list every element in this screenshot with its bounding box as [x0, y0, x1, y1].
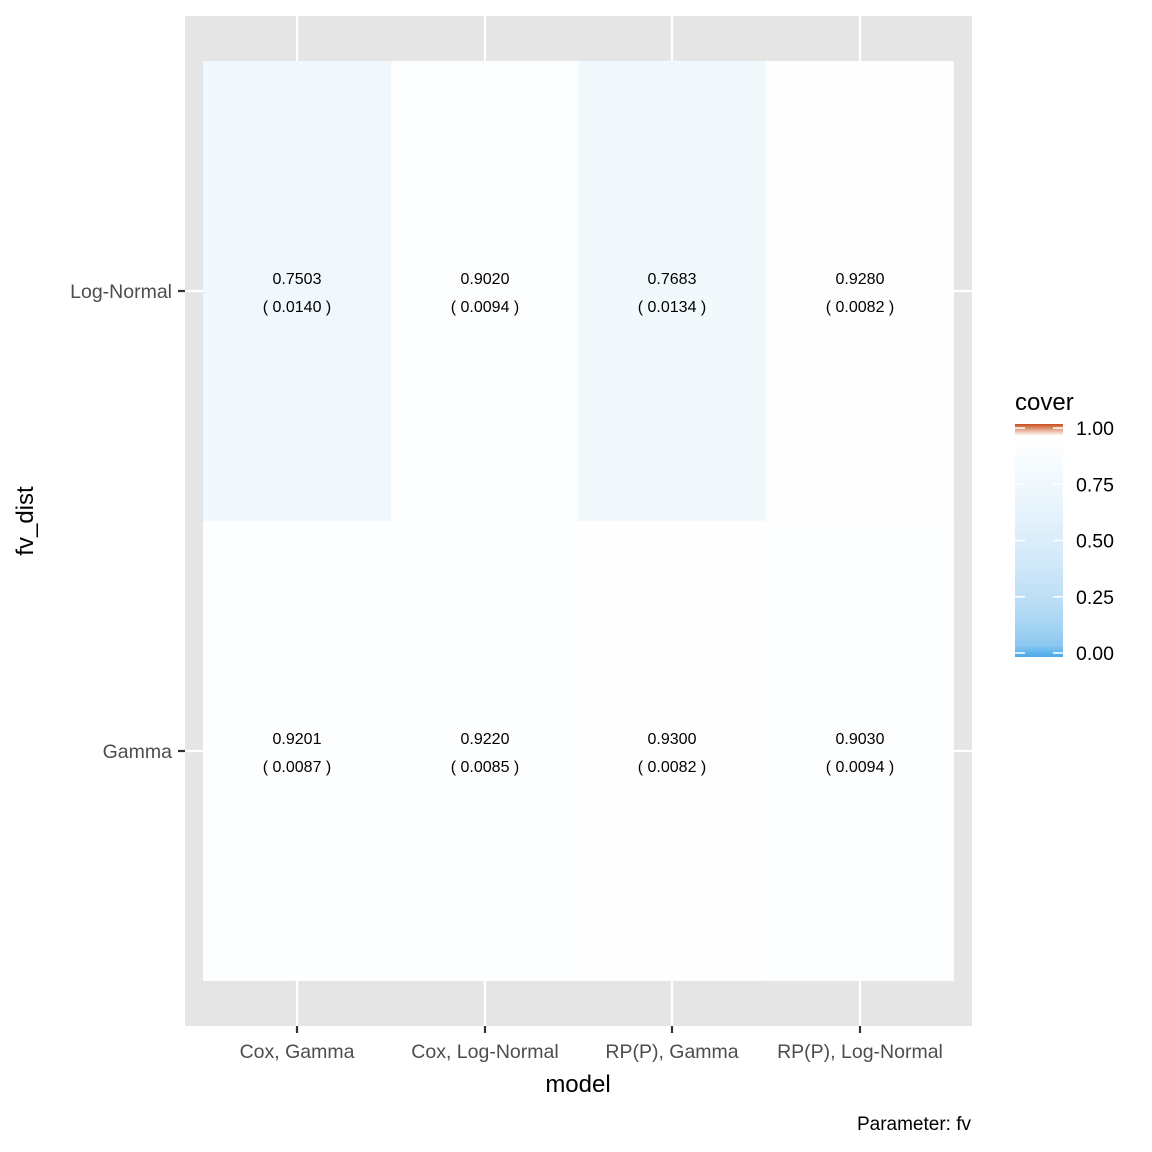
heatmap-cell — [578, 61, 766, 521]
cell-value-label: 0.9220 — [461, 731, 510, 748]
cell-value-label: 0.9201 — [273, 731, 322, 748]
cell-se-label: ( 0.0094 ) — [451, 299, 519, 316]
heatmap-cell — [203, 61, 391, 521]
legend: cover 1.00 0.75 0.50 0.25 0.00 — [1015, 389, 1114, 665]
cell-value-label: 0.9030 — [836, 731, 885, 748]
x-tick-label: Cox, Log-Normal — [411, 1041, 558, 1063]
y-axis: Gamma Log-Normal — [70, 281, 185, 763]
cell-se-label: ( 0.0087 ) — [263, 759, 331, 776]
legend-break-label: 0.00 — [1076, 643, 1114, 665]
cell-se-label: ( 0.0140 ) — [263, 299, 331, 316]
caption: Parameter: fv — [857, 1114, 972, 1135]
x-axis: Cox, Gamma Cox, Log-Normal RP(P), Gamma RP(… — [240, 1026, 943, 1063]
cell-value-label: 0.9020 — [461, 271, 510, 288]
y-axis-title: fv_dist — [12, 486, 39, 556]
cell-value-label: 0.7683 — [648, 271, 697, 288]
cell-se-label: ( 0.0085 ) — [451, 759, 519, 776]
heatmap-cell — [766, 521, 954, 981]
cell-value-label: 0.7503 — [273, 271, 322, 288]
legend-title: cover — [1015, 389, 1074, 416]
legend-break-label: 0.75 — [1076, 474, 1114, 496]
x-tick-label: RP(P), Gamma — [605, 1041, 738, 1063]
cell-value-label: 0.9300 — [648, 731, 697, 748]
heatmap-cell — [578, 521, 766, 981]
x-tick-label: RP(P), Log-Normal — [777, 1041, 943, 1063]
heatmap-cell — [391, 61, 579, 521]
y-tick-label: Gamma — [103, 741, 173, 763]
legend-break-label: 1.00 — [1076, 418, 1114, 440]
cell-se-label: ( 0.0094 ) — [826, 759, 894, 776]
y-tick-label: Log-Normal — [70, 281, 172, 303]
cell-se-label: ( 0.0134 ) — [638, 299, 706, 316]
heatmap-cells — [203, 61, 954, 981]
cell-labels: 0.7503 ( 0.0140 ) 0.9020 ( 0.0094 ) 0.7683 ( … — [263, 271, 894, 776]
heatmap-cell — [391, 521, 579, 981]
legend-ticks: 1.00 0.75 0.50 0.25 0.00 — [1015, 418, 1114, 665]
heatmap-cell — [203, 521, 391, 981]
cell-se-label: ( 0.0082 ) — [826, 299, 894, 316]
legend-break-label: 0.50 — [1076, 531, 1114, 553]
legend-break-label: 0.25 — [1076, 587, 1114, 609]
x-axis-title: model — [545, 1071, 610, 1098]
cell-value-label: 0.9280 — [836, 271, 885, 288]
x-tick-label: Cox, Gamma — [240, 1041, 355, 1063]
cell-se-label: ( 0.0082 ) — [638, 759, 706, 776]
heatmap-cell — [766, 61, 954, 521]
